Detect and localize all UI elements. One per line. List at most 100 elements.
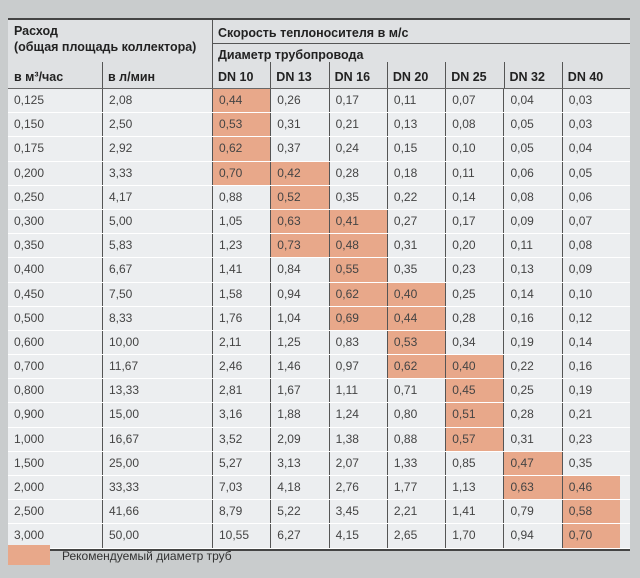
flow-subtitle: (общая площадь коллектора) xyxy=(14,40,197,54)
flow-m3-cell: 0,150 xyxy=(14,117,45,132)
flow-lmin-cell: 4,17 xyxy=(102,185,212,209)
table-header: Расход (общая площадь коллектора) Скорос… xyxy=(8,20,630,89)
velocity-cell: 0,06 xyxy=(561,185,620,209)
table-row: 2,500 41,66 8,79 5,22 3,45 2,21 1,41 0,79 0,58 xyxy=(8,500,630,525)
velocity-cell: 0,19 xyxy=(561,379,620,403)
velocity-cell: 0,18 xyxy=(386,161,445,185)
velocity-cell: 0,35 xyxy=(328,185,387,209)
flow-lmin-cell: 2,50 xyxy=(102,113,212,137)
velocity-cell: 10,55 xyxy=(212,524,270,548)
velocity-cell: 0,17 xyxy=(328,89,387,113)
velocity-cell: 0,70 xyxy=(561,524,621,548)
velocity-cell: 0,79 xyxy=(503,500,561,524)
velocity-cell: 0,41 xyxy=(328,209,387,234)
velocity-cell: 0,94 xyxy=(270,282,328,306)
velocity-cell: 1,67 xyxy=(270,379,328,403)
velocity-cell: 0,58 xyxy=(561,500,621,524)
flow-m3-cell: 0,900 xyxy=(14,407,45,422)
flow-title: Расход xyxy=(14,24,58,38)
table-row: 0,125 2,08 0,44 0,26 0,17 0,11 0,07 0,04 0,03 xyxy=(8,89,630,114)
table-row: 2,000 33,33 7,03 4,18 2,76 1,77 1,13 0,63 0,46 xyxy=(8,476,630,501)
velocity-cell: 0,73 xyxy=(270,234,329,258)
flow-m3-cell: 0,400 xyxy=(14,262,45,277)
velocity-cell: 0,31 xyxy=(503,427,561,451)
flow-m3-cell: 0,600 xyxy=(14,334,45,349)
flow-lmin-cell: 25,00 xyxy=(102,451,212,475)
velocity-cell: 1,46 xyxy=(270,355,328,379)
velocity-cell: 4,18 xyxy=(270,476,328,500)
flow-m3-cell: 0,500 xyxy=(14,310,45,325)
velocity-cell: 0,27 xyxy=(386,209,445,234)
velocity-cell: 0,07 xyxy=(445,89,503,113)
flow-lmin-cell: 16,67 xyxy=(102,427,212,451)
flow-m3-cell: 1,500 xyxy=(14,455,45,470)
velocity-cell: 0,40 xyxy=(386,282,446,306)
velocity-cell: 0,28 xyxy=(445,306,503,330)
velocity-cell: 0,15 xyxy=(386,137,445,161)
velocity-cell: 4,15 xyxy=(328,524,387,548)
table-row: 0,400 6,67 1,41 0,84 0,55 0,35 0,23 0,13 0,09 xyxy=(8,258,630,283)
velocity-cell: 0,09 xyxy=(503,209,561,234)
flow-lmin-cell: 5,83 xyxy=(102,234,212,258)
velocity-cell: 1,05 xyxy=(212,209,270,234)
table-row: 0,300 5,00 1,05 0,63 0,41 0,27 0,17 0,09 0,07 xyxy=(8,209,630,235)
velocity-cell: 0,83 xyxy=(328,330,387,355)
velocity-cell: 1,41 xyxy=(445,500,503,524)
velocity-cell: 0,13 xyxy=(503,258,561,282)
velocity-cell: 7,03 xyxy=(212,476,270,500)
table-row: 1,500 25,00 5,27 3,13 2,07 1,33 0,85 0,47 0,35 xyxy=(8,451,630,476)
velocity-cell: 0,11 xyxy=(503,234,561,258)
velocity-cell: 0,16 xyxy=(561,355,620,379)
velocity-cell: 0,22 xyxy=(386,185,445,209)
velocity-cell: 0,07 xyxy=(561,209,620,234)
dn-header: DN 25 xyxy=(451,70,487,84)
velocity-cell: 0,71 xyxy=(386,379,445,403)
velocity-cell: 3,13 xyxy=(270,451,328,475)
velocity-cell: 0,34 xyxy=(445,330,503,355)
velocity-cell: 0,03 xyxy=(561,113,620,137)
dn-header: DN 13 xyxy=(276,70,312,84)
velocity-cell: 0,10 xyxy=(445,137,503,161)
velocity-cell: 8,79 xyxy=(212,500,270,524)
velocity-cell: 0,80 xyxy=(386,403,445,427)
velocity-cell: 2,21 xyxy=(386,500,445,524)
velocity-cell: 5,27 xyxy=(212,451,270,475)
velocity-cell: 0,62 xyxy=(328,282,387,306)
velocity-cell: 0,12 xyxy=(561,306,620,330)
diameter-title: Диаметр трубопровода xyxy=(218,48,364,62)
flow-m3-cell: 0,350 xyxy=(14,238,45,253)
velocity-cell: 0,46 xyxy=(561,476,621,500)
velocity-cell: 0,24 xyxy=(328,137,387,161)
flow-m3-cell: 0,700 xyxy=(14,359,45,374)
velocity-cell: 0,40 xyxy=(445,355,504,379)
dn-header: DN 32 xyxy=(509,70,545,84)
flow-m3-cell: 2,000 xyxy=(14,480,45,494)
table-row: 1,000 16,67 3,52 2,09 1,38 0,88 0,57 0,31 0,23 xyxy=(8,427,630,452)
velocity-cell: 0,11 xyxy=(386,89,445,113)
velocity-cell: 6,27 xyxy=(270,524,328,548)
table-row: 0,200 3,33 0,70 0,42 0,28 0,18 0,11 0,06 0,05 xyxy=(8,161,630,186)
velocity-cell: 0,25 xyxy=(445,282,503,306)
velocity-cell: 0,35 xyxy=(561,451,620,475)
velocity-cell: 3,16 xyxy=(212,403,270,427)
velocity-cell: 0,97 xyxy=(328,355,387,379)
velocity-cell: 1,41 xyxy=(212,258,270,282)
velocity-cell: 0,04 xyxy=(561,137,620,161)
flow-m3-cell: 0,175 xyxy=(14,141,45,156)
velocity-cell: 0,84 xyxy=(270,258,328,282)
table-row: 0,900 15,00 3,16 1,88 1,24 0,80 0,51 0,28 0,21 xyxy=(8,403,630,428)
table-row: 0,175 2,92 0,62 0,37 0,24 0,15 0,10 0,05 0,04 xyxy=(8,137,630,162)
dn-header: DN 16 xyxy=(334,70,371,84)
velocity-cell: 0,14 xyxy=(445,185,503,209)
velocity-cell: 0,53 xyxy=(212,113,271,137)
table-body: 0,125 2,08 0,44 0,26 0,17 0,11 0,07 0,04 0,03 0,1… xyxy=(8,89,630,549)
velocity-cell: 0,47 xyxy=(503,451,562,475)
velocity-cell: 0,53 xyxy=(386,330,446,355)
velocity-cell: 0,69 xyxy=(328,306,387,330)
velocity-cell: 0,23 xyxy=(445,258,503,282)
flow-lmin-cell: 13,33 xyxy=(102,379,212,403)
velocity-cell: 0,62 xyxy=(386,355,446,379)
velocity-cell: 0,62 xyxy=(212,137,271,161)
velocity-cell: 0,57 xyxy=(445,427,504,451)
velocity-cell: 0,14 xyxy=(503,282,561,306)
